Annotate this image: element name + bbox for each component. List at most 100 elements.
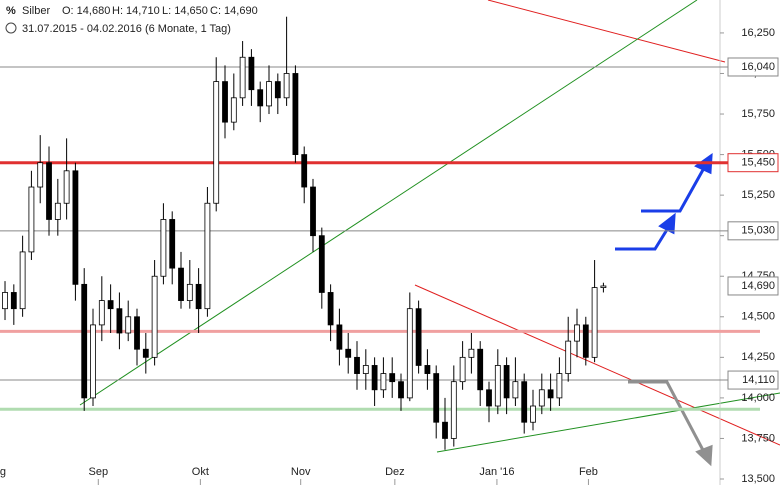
quote-close: C: 14,690 bbox=[210, 5, 258, 17]
candle-body bbox=[10, 292, 17, 310]
candle-body bbox=[151, 275, 158, 358]
level-label: 14,110 bbox=[742, 374, 775, 386]
candle-body bbox=[600, 285, 607, 288]
candle-body bbox=[415, 308, 422, 366]
y-tick-label: 15,750 bbox=[741, 108, 775, 120]
header: % Silber O: 14,680 H: 14,710 L: 14,650 C… bbox=[0, 0, 265, 38]
candle-body bbox=[116, 308, 123, 334]
candle-body bbox=[591, 287, 598, 358]
candle-body bbox=[90, 324, 96, 399]
level-box bbox=[727, 153, 779, 173]
candle-body bbox=[125, 316, 132, 334]
clock-icon bbox=[5, 22, 17, 34]
y-tick-label: 14,250 bbox=[741, 351, 775, 363]
candle-body bbox=[134, 316, 140, 350]
candle-body bbox=[239, 56, 246, 99]
quote-high: H: 14,710 bbox=[112, 5, 160, 17]
y-tick-label: 13,500 bbox=[741, 473, 775, 485]
candle-body bbox=[213, 81, 220, 204]
candle-body bbox=[494, 365, 501, 407]
quote-open: O: 14,680 bbox=[62, 5, 110, 17]
candle-body bbox=[2, 292, 8, 310]
candle-body bbox=[310, 186, 316, 237]
candle-body bbox=[72, 170, 79, 285]
candle-body bbox=[98, 300, 105, 326]
last-price-label: 14,690 bbox=[741, 280, 775, 292]
candle-body bbox=[204, 202, 211, 310]
x-tick-label: Okt bbox=[192, 466, 209, 478]
arrow bbox=[615, 227, 670, 251]
candle-body bbox=[354, 356, 360, 374]
arrow bbox=[628, 380, 706, 453]
candle-body bbox=[345, 348, 352, 358]
symbol-icon: % bbox=[6, 5, 16, 17]
candle-body bbox=[459, 356, 466, 383]
candle-body bbox=[230, 97, 237, 123]
arrowhead bbox=[695, 444, 713, 467]
candle-body bbox=[46, 162, 52, 220]
candle-body bbox=[336, 324, 343, 350]
candle-body bbox=[512, 381, 519, 399]
candle-body bbox=[433, 373, 440, 423]
period: 31.07.2015 - 04.02.2016 (6 Monate, 1 Tag… bbox=[22, 23, 231, 35]
candle-body bbox=[442, 421, 448, 439]
candle-body bbox=[406, 308, 413, 399]
candle-body bbox=[582, 324, 589, 358]
candle-body bbox=[538, 389, 545, 407]
trend-line bbox=[79, 0, 698, 406]
candle-body bbox=[37, 162, 44, 188]
candle-body bbox=[468, 348, 475, 358]
candle-body bbox=[292, 73, 299, 155]
y-tick-label: 15,250 bbox=[741, 189, 775, 201]
candle-body bbox=[142, 348, 149, 358]
candle-body bbox=[530, 405, 536, 423]
arrow bbox=[641, 167, 706, 213]
candle-body bbox=[54, 202, 61, 220]
candle-body bbox=[389, 373, 396, 383]
candle-body bbox=[371, 365, 378, 391]
candle-body bbox=[222, 81, 228, 123]
candle-body bbox=[178, 267, 184, 301]
candle-body bbox=[107, 300, 114, 310]
candle-body bbox=[28, 186, 35, 253]
y-tick-label: 14,000 bbox=[741, 392, 775, 404]
candle-body bbox=[362, 365, 369, 374]
candle-body bbox=[248, 56, 255, 91]
y-tick-label: 14,500 bbox=[741, 311, 775, 323]
x-tick-label: Feb bbox=[579, 466, 598, 478]
arrowhead bbox=[658, 212, 676, 235]
level-label: 15,450 bbox=[741, 157, 775, 169]
candle-body bbox=[521, 381, 528, 423]
candle-body bbox=[257, 89, 264, 107]
candle-body bbox=[186, 283, 193, 301]
trend-line bbox=[436, 392, 780, 453]
x-tick-label: Nov bbox=[291, 466, 311, 478]
x-tick-label: Aug bbox=[0, 466, 6, 478]
trend-line bbox=[414, 284, 780, 446]
quote-low: L: 14,650 bbox=[162, 5, 208, 17]
last-price-box bbox=[727, 276, 779, 296]
candle-body bbox=[380, 373, 387, 391]
candle-body bbox=[547, 389, 554, 399]
candle-body bbox=[450, 381, 457, 439]
candle-body bbox=[327, 292, 334, 326]
x-tick-label: Dez bbox=[385, 466, 405, 478]
level-box bbox=[727, 370, 779, 390]
candle-body bbox=[169, 219, 176, 269]
level-box bbox=[727, 221, 779, 241]
header-bg bbox=[0, 0, 265, 38]
candle-body bbox=[301, 154, 308, 188]
candle-body bbox=[274, 81, 281, 99]
candle-body bbox=[565, 340, 572, 374]
candle-body bbox=[19, 251, 26, 310]
arrows bbox=[615, 152, 713, 467]
y-tick-label: 16,250 bbox=[741, 27, 775, 39]
level-label: 16,040 bbox=[741, 61, 775, 73]
x-tick-label: Jan '16 bbox=[479, 466, 514, 478]
candle-body bbox=[63, 170, 70, 204]
symbol: Silber bbox=[22, 5, 50, 17]
y-tick-label: 13,750 bbox=[741, 432, 775, 444]
trend-lines bbox=[79, 0, 780, 453]
candle-body bbox=[160, 219, 167, 277]
